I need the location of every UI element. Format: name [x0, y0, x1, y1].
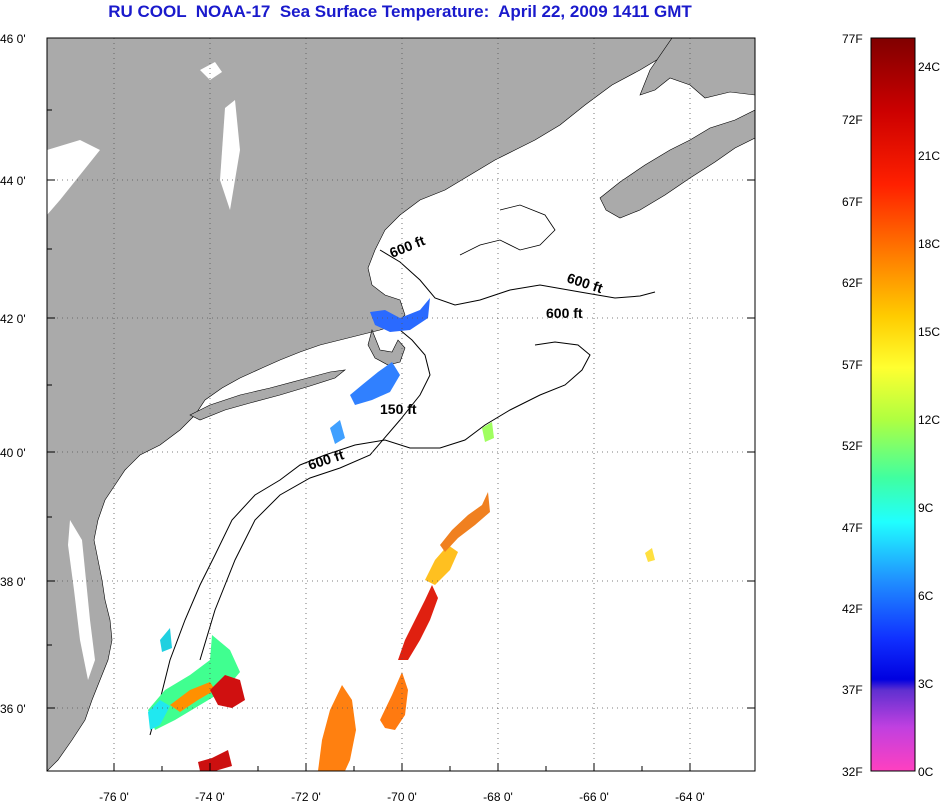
colorbar-c-label: 24C — [918, 60, 940, 74]
colorbar-f-label: 32F — [842, 765, 863, 779]
colorbar-f-label: 67F — [842, 195, 863, 209]
lat-tick-label: 36 0' — [0, 702, 26, 716]
lon-tick-label: -74 0' — [195, 790, 225, 804]
lat-tick-label: 40 0' — [0, 446, 26, 460]
lon-tick-label: -66 0' — [579, 790, 609, 804]
colorbar-c-label: 12C — [918, 413, 940, 427]
chesapeake-bay — [68, 520, 95, 680]
colorbar-f-label: 72F — [842, 113, 863, 127]
lat-tick-label: 44 0' — [0, 174, 26, 188]
colorbar-c-label: 21C — [918, 149, 940, 163]
sst-patch — [645, 548, 655, 562]
sst-patch — [170, 682, 215, 712]
contour-label: 150 ft — [380, 401, 417, 417]
colorbar-c-label: 15C — [918, 325, 940, 339]
sst-patch — [160, 628, 172, 652]
sst-patch — [148, 635, 240, 730]
contour-label: 600 ft — [546, 305, 583, 321]
land-nova-scotia — [599, 109, 755, 219]
colorbar-fahrenheit-labels: 77F 72F 67F 62F 57F 52F 47F 42F 37F 32F — [842, 32, 863, 779]
sst-patch — [398, 585, 438, 660]
latitude-labels: 46 0' 44 0' 42 0' 40 0' 38 0' 36 0' — [0, 32, 26, 716]
contour-600ft-shelf — [149, 341, 591, 736]
colorbar-f-label: 47F — [842, 521, 863, 535]
sst-patch — [370, 298, 430, 332]
lake — [200, 62, 222, 80]
land-long-island — [189, 369, 347, 421]
colorbar-f-label: 42F — [842, 602, 863, 616]
land-cape-cod — [367, 329, 406, 366]
contour-600ft-gulf — [379, 249, 656, 306]
map-frame — [46, 37, 756, 772]
colorbar-f-label: 57F — [842, 358, 863, 372]
colorbar — [870, 37, 916, 772]
sst-patch — [380, 672, 408, 730]
sst-patch — [198, 750, 232, 771]
lon-tick-label: -64 0' — [675, 790, 705, 804]
contour-150ft — [199, 329, 431, 661]
lon-tick-label: -68 0' — [483, 790, 513, 804]
colorbar-f-label: 62F — [842, 276, 863, 290]
colorbar-c-label: 9C — [918, 501, 934, 515]
sst-patch — [440, 492, 490, 552]
sst-patch — [210, 675, 245, 708]
sst-patch — [148, 700, 170, 730]
lon-tick-label: -76 0' — [99, 790, 129, 804]
sst-patch — [330, 420, 345, 444]
axis-ticks — [47, 37, 755, 771]
map-gridlines — [47, 38, 755, 771]
colorbar-f-label: 52F — [842, 439, 863, 453]
colorbar-c-label: 0C — [918, 765, 934, 779]
colorbar-c-label: 6C — [918, 589, 934, 603]
colorbar-c-label: 3C — [918, 677, 934, 691]
sst-patch — [318, 685, 356, 771]
land-canada — [639, 38, 755, 99]
sst-patch — [350, 362, 400, 405]
lat-tick-label: 46 0' — [0, 32, 26, 46]
lake — [220, 100, 240, 210]
sst-patch — [482, 422, 494, 442]
colorbar-f-label: 37F — [842, 683, 863, 697]
sst-data-patches — [148, 298, 655, 771]
lake — [47, 140, 100, 215]
lat-tick-label: 38 0' — [0, 575, 26, 589]
sst-patch — [425, 545, 458, 585]
longitude-labels: -76 0' -74 0' -72 0' -70 0' -68 0' -66 0… — [99, 790, 705, 804]
colorbar-f-label: 77F — [842, 32, 863, 46]
map-title: RU COOL NOAA-17 Sea Surface Temperature:… — [108, 2, 692, 21]
lon-tick-label: -70 0' — [387, 790, 417, 804]
colorbar-c-label: 18C — [918, 237, 940, 251]
contour-gulf-inner — [459, 204, 556, 256]
colorbar-celsius-labels: 24C 21C 18C 15C 12C 9C 6C 3C 0C — [918, 60, 940, 779]
lat-tick-label: 42 0' — [0, 312, 26, 326]
lon-tick-label: -72 0' — [291, 790, 321, 804]
